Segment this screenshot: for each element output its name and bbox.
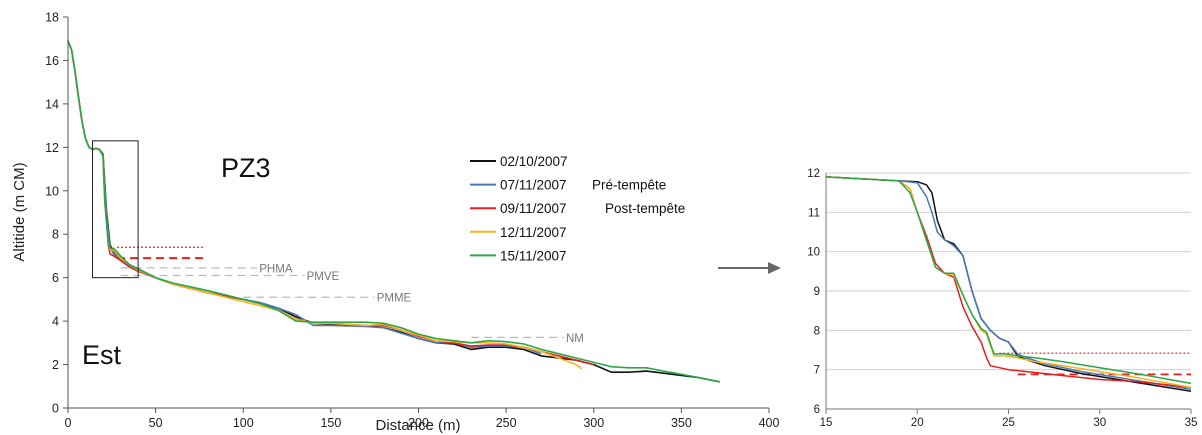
inset-y-tick-label: 12 (807, 168, 820, 180)
series-line (67, 40, 721, 383)
y-tick-label: 2 (52, 358, 59, 372)
inset-series-line (825, 176, 1192, 385)
inset-series-line (825, 176, 1192, 391)
legend-label: 09/11/2007 (500, 201, 567, 216)
y-tick-label: 10 (45, 184, 59, 198)
inset-y-tick-label: 11 (808, 207, 820, 219)
x-axis-title: Distance (m) (375, 417, 460, 434)
x-tick-label: 350 (671, 416, 692, 430)
arrow-head-icon (768, 262, 781, 274)
legend-label: 15/11/2007 (500, 248, 567, 263)
reference-line-label: PMME (377, 293, 412, 305)
y-axis-title: Altitide (m CM) (11, 162, 28, 261)
legend-label: 02/10/2007 (500, 154, 568, 169)
x-tick-label: 50 (149, 416, 163, 430)
legend-note: Pré-tempête (592, 178, 666, 193)
inset-zoom-chart: 6 7 8 9 10 11 12 15 20 25 30 35 (807, 168, 1197, 429)
y-tick-label: 8 (52, 228, 59, 242)
zoom-arrow (718, 262, 781, 274)
inset-y-tick-label: 8 (814, 325, 820, 337)
inset-y-tick-label: 7 (814, 365, 820, 377)
x-tick-label: 200 (408, 416, 429, 430)
corner-label: Est (82, 340, 122, 370)
main-axis-ticks: 0 50 100 150 200 250 300 350 400 0 2 4 6 8 10 12 14 16 18 (45, 11, 779, 431)
inset-x-tick-label: 25 (1002, 417, 1015, 429)
legend-label: 07/11/2007 (500, 178, 567, 193)
x-tick-label: 250 (496, 416, 517, 430)
chart-title: PZ3 (221, 153, 271, 183)
x-tick-label: 100 (233, 416, 254, 430)
x-tick-label: 150 (320, 416, 341, 430)
inset-y-tick-label: 6 (814, 404, 820, 416)
y-tick-label: 12 (45, 141, 59, 155)
y-tick-label: 16 (45, 54, 59, 68)
y-tick-label: 6 (52, 271, 59, 285)
legend-note: Post-tempête (605, 201, 685, 216)
main-series-lines (67, 40, 721, 383)
inset-y-tick-label: 10 (807, 247, 820, 259)
y-tick-label: 14 (45, 97, 59, 111)
x-tick-label: 300 (583, 416, 604, 430)
inset-series-lines (825, 176, 1192, 393)
x-tick-label: 400 (759, 416, 780, 430)
reference-line-label: PHMA (259, 263, 293, 275)
inset-x-tick-label: 30 (1093, 417, 1106, 429)
reference-line-label: PMVE (307, 271, 340, 283)
inset-x-tick-label: 20 (911, 417, 924, 429)
inset-axis-ticks: 6 7 8 9 10 11 12 15 20 25 30 35 (807, 168, 1197, 429)
inset-y-tick-label: 9 (814, 286, 820, 298)
inset-x-tick-label: 35 (1185, 417, 1198, 429)
legend: 02/10/2007 07/11/2007 Pré-tempête 09/11/200… (470, 154, 685, 263)
reference-line-label: NM (566, 333, 584, 345)
zoom-region-box (92, 140, 139, 279)
inset-series-line (825, 176, 1192, 389)
inset-x-tick-label: 15 (820, 417, 833, 429)
legend-label: 12/11/2007 (500, 225, 567, 240)
y-tick-label: 18 (45, 11, 59, 25)
series-line (67, 40, 542, 355)
x-tick-label: 0 (65, 416, 72, 430)
inset-series-line (825, 176, 1192, 393)
y-tick-label: 4 (52, 315, 59, 329)
y-tick-label: 0 (52, 402, 59, 416)
